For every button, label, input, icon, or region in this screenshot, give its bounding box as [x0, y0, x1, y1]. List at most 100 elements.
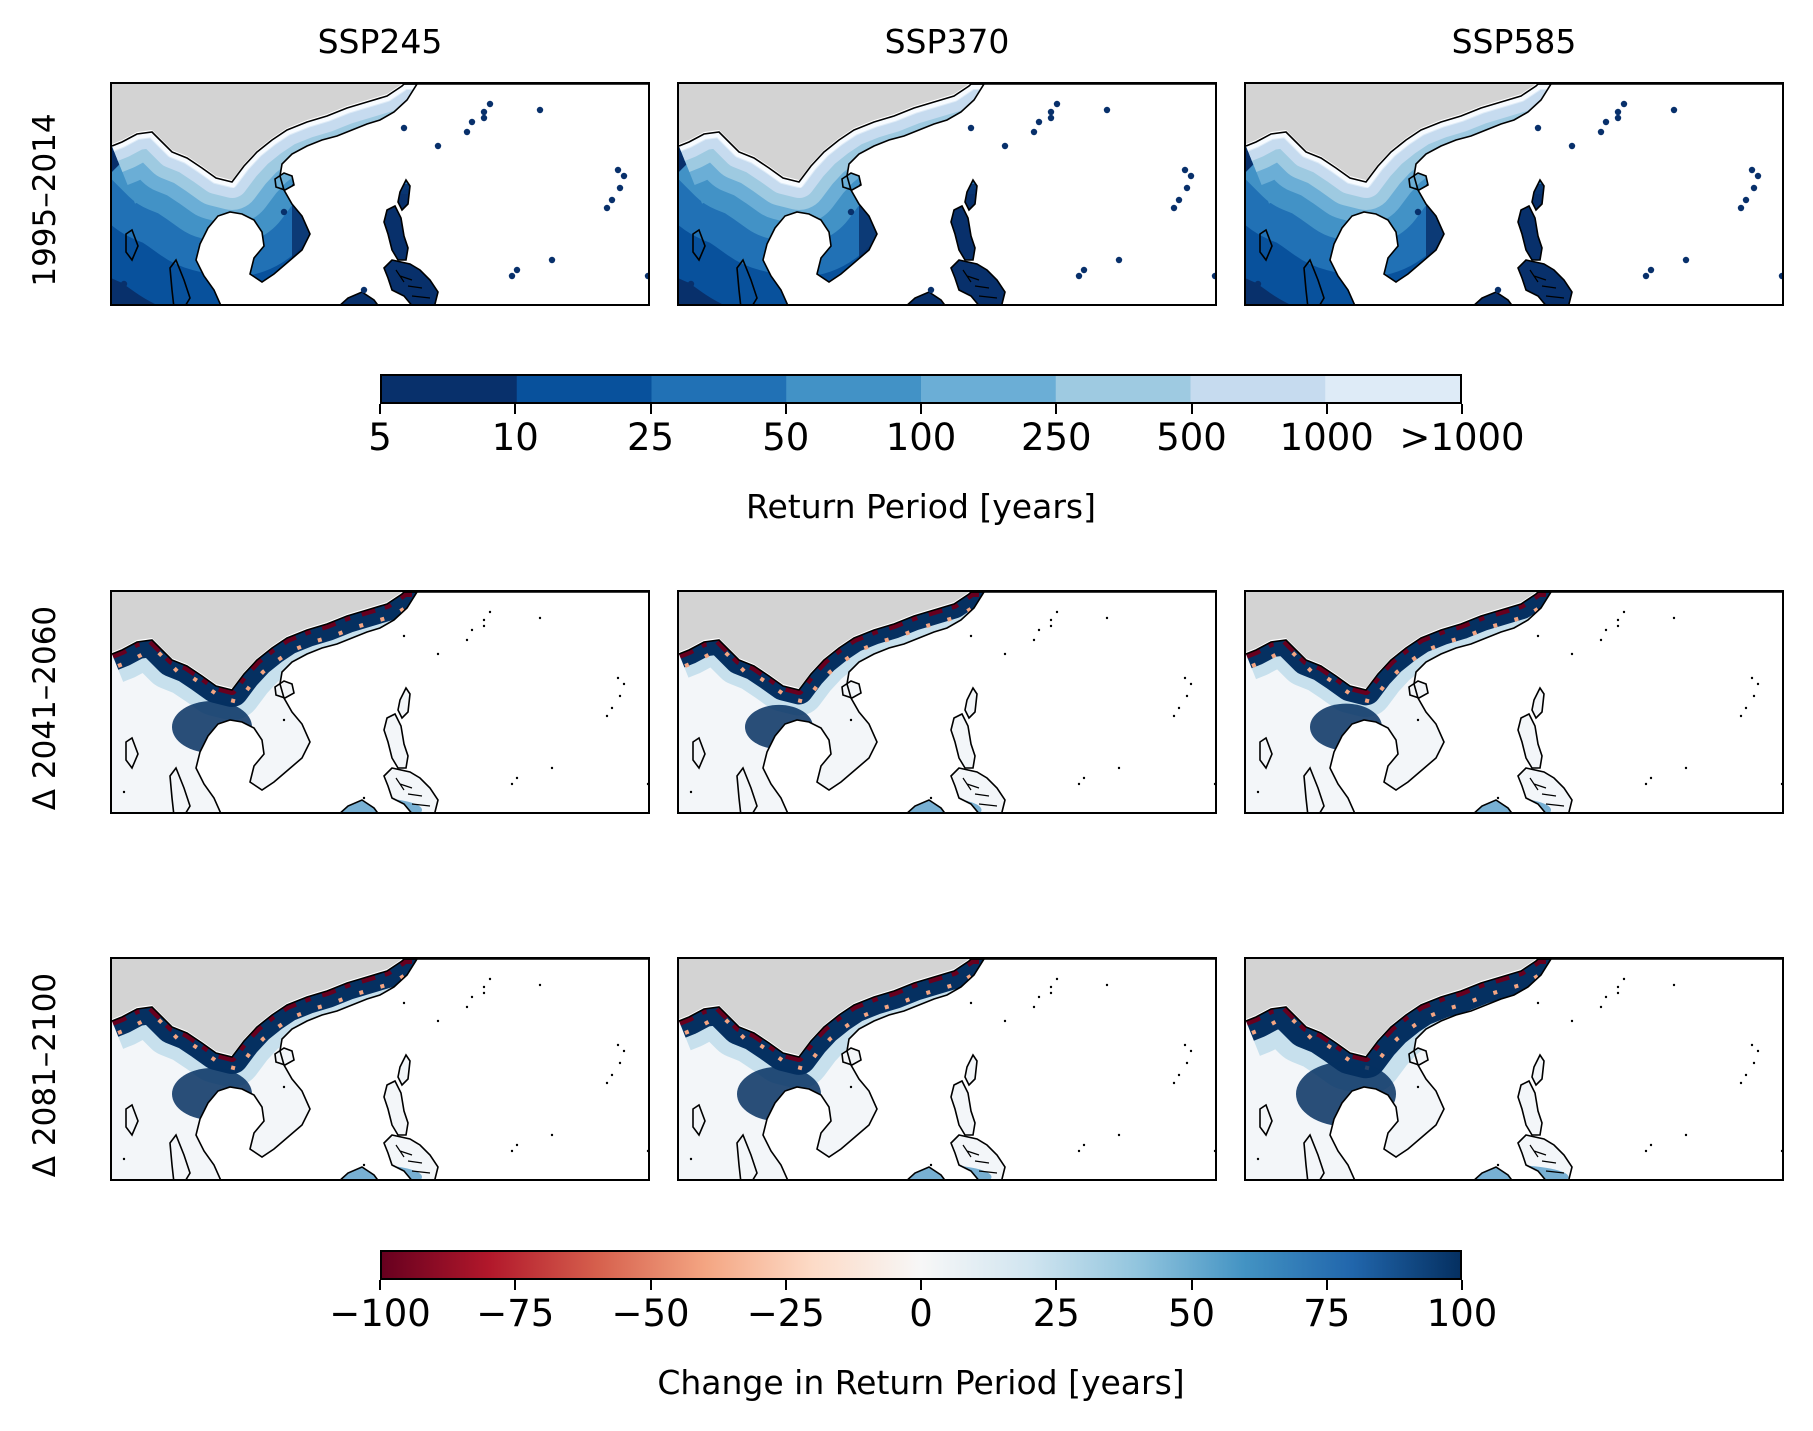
- coastline: [1246, 592, 1782, 812]
- colorbar-tick-mark: [379, 404, 381, 414]
- coastline: [679, 592, 1215, 812]
- colorbar-tick-label: 100: [1426, 1292, 1498, 1335]
- column-title-ssp245: SSP245: [317, 22, 443, 61]
- colorbar-tick-mark: [1325, 1280, 1328, 1290]
- colorbar-tick-mark: [920, 404, 922, 414]
- map-panel-ssp245-row2: [110, 957, 650, 1181]
- map-panel-ssp370-row0: [677, 82, 1217, 306]
- colorbar-tick-label: −100: [329, 1292, 431, 1335]
- island-markers: [1256, 610, 1782, 800]
- colorbar-tick-label: −50: [611, 1292, 690, 1335]
- colorbar-tick-mark: [1055, 1280, 1058, 1290]
- masked-region: [112, 84, 648, 180]
- masked-region: [1246, 592, 1782, 688]
- colorbar-tick-mark: [1190, 1280, 1193, 1290]
- masked-region: [1246, 84, 1782, 180]
- colorbar-bin: [651, 376, 787, 402]
- colorbar-tick-label: 100: [885, 416, 957, 459]
- map-panel-ssp585-row2: [1244, 957, 1784, 1181]
- colorbar-bin: [382, 376, 518, 402]
- island-markers: [1256, 977, 1782, 1167]
- colorbar-tick-mark: [1055, 404, 1058, 414]
- colorbar-tick-mark: [1461, 404, 1463, 414]
- colorbar-tick-label: >1000: [1399, 416, 1525, 459]
- map-canvas: [679, 592, 1215, 812]
- row-label-mid-century: Δ 2041–2060: [27, 605, 63, 811]
- masked-region: [112, 959, 648, 1055]
- row-label-end-century: Δ 2081–2100: [27, 972, 63, 1178]
- map-canvas: [112, 592, 648, 812]
- return-period-colorbar-label: Return Period [years]: [746, 487, 1096, 526]
- colorbar-tick-label: −25: [746, 1292, 825, 1335]
- return-period-colorbar-swatches: [382, 376, 1460, 402]
- colorbar-bin: [921, 376, 1057, 402]
- colorbar-tick-label: 5: [368, 416, 392, 459]
- map-panel-ssp370-row1: [677, 590, 1217, 814]
- map-canvas: [1246, 84, 1782, 304]
- colorbar-bin: [1055, 376, 1191, 402]
- coastline: [1246, 959, 1782, 1179]
- colorbar-tick-label: 10: [491, 416, 539, 459]
- colorbar-tick-label: 50: [1167, 1292, 1216, 1335]
- return-period-colorbar: [380, 374, 1462, 404]
- colorbar-tick-mark: [784, 1280, 787, 1290]
- masked-region: [1246, 959, 1782, 1055]
- island-markers: [1254, 100, 1782, 294]
- coastline: [112, 84, 648, 304]
- colorbar-tick-mark: [1325, 404, 1328, 414]
- row-label-historical: 1995–2014: [27, 113, 63, 287]
- colorbar-tick-mark: [784, 404, 787, 414]
- map-panel-ssp585-row0: [1244, 82, 1784, 306]
- map-canvas: [1246, 959, 1782, 1179]
- colorbar-bin: [1325, 376, 1460, 402]
- island-markers: [687, 100, 1215, 294]
- map-panel-ssp370-row2: [677, 957, 1217, 1181]
- column-title-ssp585: SSP585: [1451, 22, 1577, 61]
- island-markers: [689, 977, 1215, 1167]
- colorbar-tick-label: 75: [1303, 1292, 1351, 1335]
- change-colorbar-label: Change in Return Period [years]: [657, 1363, 1185, 1402]
- masked-region: [112, 592, 648, 688]
- colorbar-tick-mark: [649, 1280, 652, 1290]
- colorbar-tick-mark: [649, 404, 652, 414]
- map-panel-ssp245-row0: [110, 82, 650, 306]
- island-markers: [122, 977, 648, 1167]
- colorbar-tick-label: 0: [909, 1292, 933, 1335]
- colorbar-tick-mark: [1461, 1280, 1463, 1290]
- column-title-ssp370: SSP370: [884, 22, 1010, 61]
- map-canvas: [112, 84, 648, 304]
- colorbar-tick-label: 250: [1020, 416, 1092, 459]
- colorbar-tick-label: −75: [476, 1292, 555, 1335]
- colorbar-tick-label: 50: [762, 416, 810, 459]
- island-markers: [122, 610, 648, 800]
- colorbar-tick-mark: [1190, 404, 1193, 414]
- coastline: [679, 959, 1215, 1179]
- coastline: [112, 592, 648, 812]
- colorbar-tick-mark: [379, 1280, 381, 1290]
- colorbar-tick-mark: [514, 1280, 517, 1290]
- masked-region: [679, 592, 1215, 688]
- map-canvas: [679, 84, 1215, 304]
- colorbar-bin: [516, 376, 652, 402]
- colorbar-bin: [1190, 376, 1326, 402]
- masked-region: [679, 959, 1215, 1055]
- masked-region: [679, 84, 1215, 180]
- coastline: [112, 959, 648, 1179]
- change-colorbar: [380, 1250, 1462, 1280]
- map-panel-ssp585-row1: [1244, 590, 1784, 814]
- colorbar-tick-label: 1000: [1279, 416, 1374, 459]
- colorbar-tick-label: 25: [1032, 1292, 1080, 1335]
- colorbar-tick-label: 500: [1156, 416, 1227, 459]
- coastline: [1246, 84, 1782, 304]
- map-canvas: [679, 959, 1215, 1179]
- colorbar-tick-mark: [920, 1280, 922, 1290]
- colorbar-tick-label: 25: [626, 416, 675, 459]
- map-panel-ssp245-row1: [110, 590, 650, 814]
- colorbar-bin: [786, 376, 922, 402]
- map-canvas: [1246, 592, 1782, 812]
- island-markers: [689, 610, 1215, 800]
- change-colorbar-gradient: [382, 1252, 1460, 1278]
- map-canvas: [112, 959, 648, 1179]
- coastline: [679, 84, 1215, 304]
- island-markers: [120, 100, 648, 294]
